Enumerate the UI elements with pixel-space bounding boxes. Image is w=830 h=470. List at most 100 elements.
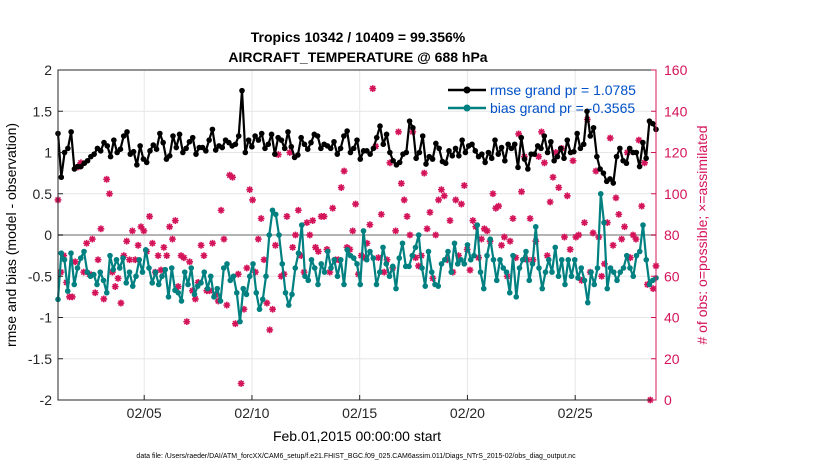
obs-marker [274,151,282,158]
bias-point [155,281,162,288]
bias-point [422,283,429,289]
rmse-point [153,146,160,152]
bias-point [376,269,383,275]
rmse-point [341,133,347,139]
rmse-point [170,133,176,139]
bias-point [272,211,279,218]
bias-point [549,269,555,275]
obs-marker [561,233,568,241]
rmse-point [298,134,304,141]
bias-point [198,280,204,286]
rmse-point [239,87,245,94]
rmse-point [183,145,189,152]
rmse-point [160,139,166,146]
bias-point [604,285,611,292]
bias-point [253,289,260,296]
obs-marker [131,256,139,264]
obs-marker [249,196,256,204]
rmse-point [472,148,479,154]
bias-point [484,252,490,259]
obs-marker [438,186,445,194]
obs-marker [309,217,317,224]
bias-point [562,281,568,288]
rmse-point [531,151,538,157]
rmse-point [272,151,278,157]
obs-marker [234,270,242,278]
bias-point [393,285,399,292]
bias-point [129,283,136,289]
obs-marker [369,85,377,92]
bias-point [532,223,539,230]
obs-marker [489,190,497,198]
obs-marker [186,258,194,266]
obs-marker [621,223,628,231]
obs-marker [509,215,517,222]
rmse-point [406,118,413,124]
obs-marker [137,223,145,231]
obs-marker [314,248,322,255]
x-axis: 02/05 02/10 02/15 02/20 02/25 [127,395,593,421]
y-right-tick-label: 20 [664,351,680,367]
obs-marker [518,188,525,196]
bias-point [542,269,549,275]
y-axis-right: 0 20 40 60 80 100 120 140 160 [651,62,688,408]
bias-point [233,289,240,296]
bias-point [315,281,321,288]
rmse-point [367,151,373,157]
rmse-point [442,160,449,167]
obs-marker [200,252,208,260]
bias-point [409,252,416,259]
bias-point [497,256,503,263]
rmse-point [157,130,163,137]
rmse-point [245,137,252,143]
obs-marker [458,200,465,208]
rmse-point [150,142,157,148]
obs-marker [237,380,245,387]
obs-marker [226,171,234,179]
bias-series [55,190,659,325]
obs-marker [452,196,460,204]
obs-marker [575,231,583,239]
rmse-point [252,133,258,139]
obs-marker [632,235,640,243]
rmse-point [327,145,334,152]
obs-marker [146,213,153,220]
bias-point [516,265,523,271]
bias-point [285,302,292,308]
rmse-point [347,149,354,156]
obs-marker [581,219,588,227]
obs-marker [641,159,648,167]
rmse-point [469,141,475,148]
rmse-point [203,148,209,154]
obs-marker [160,243,168,251]
bias-point [425,248,432,255]
rmse-point [561,155,567,162]
y-left-tick-label: -1 [40,310,53,326]
obs-marker [340,167,348,175]
obs-marker [243,264,251,272]
y-right-tick-label: 120 [664,145,688,161]
bias-point [97,269,104,275]
bias-point [487,236,494,242]
obs-marker [294,206,302,214]
obs-marker [638,202,646,210]
rmse-point [449,153,456,159]
rmse-point [232,141,239,148]
rmse-point [337,145,344,152]
legend-rmse-label: rmse grand pr = 1.0785 [490,82,636,98]
bias-point [539,285,546,292]
rmse-point [380,141,387,148]
obs-marker [134,241,142,249]
obs-marker [289,243,297,251]
obs-marker [601,260,608,268]
bias-point [139,269,146,275]
rmse-point [594,153,600,160]
obs-marker [469,217,477,224]
bias-point [94,281,100,288]
obs-marker [223,301,231,309]
bias-point [214,285,221,292]
obs-marker [349,227,357,235]
y-axis-left: -2 -1.5 -1 -0.5 0 0.5 1 1.5 2 [28,62,63,408]
y-right-tick-label: 160 [664,62,688,78]
bias-point [419,265,425,271]
